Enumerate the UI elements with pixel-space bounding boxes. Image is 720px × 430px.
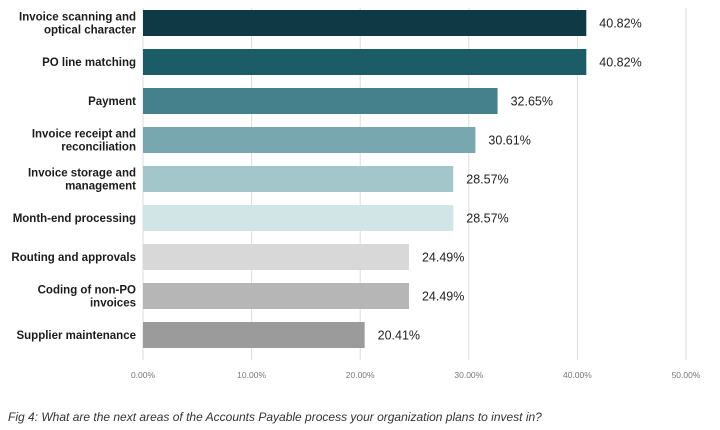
bar <box>143 283 409 309</box>
figure-caption: Fig 4: What are the next areas of the Ac… <box>8 410 542 424</box>
bar <box>143 49 587 75</box>
data-label: 28.57% <box>466 173 508 187</box>
category-label: Payment <box>88 96 136 108</box>
category-label: reconciliation <box>61 142 136 154</box>
category-label: Invoice receipt and <box>32 129 136 141</box>
category-label: optical character <box>44 25 137 37</box>
x-tick-label: 40.00% <box>563 370 592 380</box>
bar <box>143 322 365 348</box>
category-label: Supplier maintenance <box>16 330 136 342</box>
data-label: 40.82% <box>599 56 641 70</box>
data-label: 32.65% <box>511 95 553 109</box>
category-label: management <box>65 181 136 193</box>
x-tick-label: 50.00% <box>672 370 701 380</box>
category-label: Coding of non-PO <box>38 285 136 297</box>
bar <box>143 166 454 192</box>
data-label: 30.61% <box>488 134 530 148</box>
x-tick-label: 30.00% <box>454 370 483 380</box>
x-tick-label: 20.00% <box>346 370 375 380</box>
data-label: 24.49% <box>422 290 464 304</box>
category-label: invoices <box>90 298 136 310</box>
bar <box>143 244 409 270</box>
data-label: 28.57% <box>466 212 508 226</box>
x-tick-label: 10.00% <box>237 370 266 380</box>
bar-chart: 0.00% 10.00% 20.00% 30.00% 40.00% 50.00% 40.82… <box>11 8 701 380</box>
category-label: PO line matching <box>42 57 136 69</box>
category-label: Routing and approvals <box>11 252 136 264</box>
bar <box>143 88 498 114</box>
category-label: Invoice scanning and <box>19 12 136 24</box>
bar <box>143 127 476 153</box>
data-label: 40.82% <box>599 17 641 31</box>
category-label: Invoice storage and <box>28 168 136 180</box>
x-tick-label: 0.00% <box>131 370 156 380</box>
category-label: Month-end processing <box>13 213 136 225</box>
data-label: 24.49% <box>422 251 464 265</box>
bar <box>143 10 587 36</box>
bar <box>143 205 454 231</box>
data-label: 20.41% <box>378 329 420 343</box>
